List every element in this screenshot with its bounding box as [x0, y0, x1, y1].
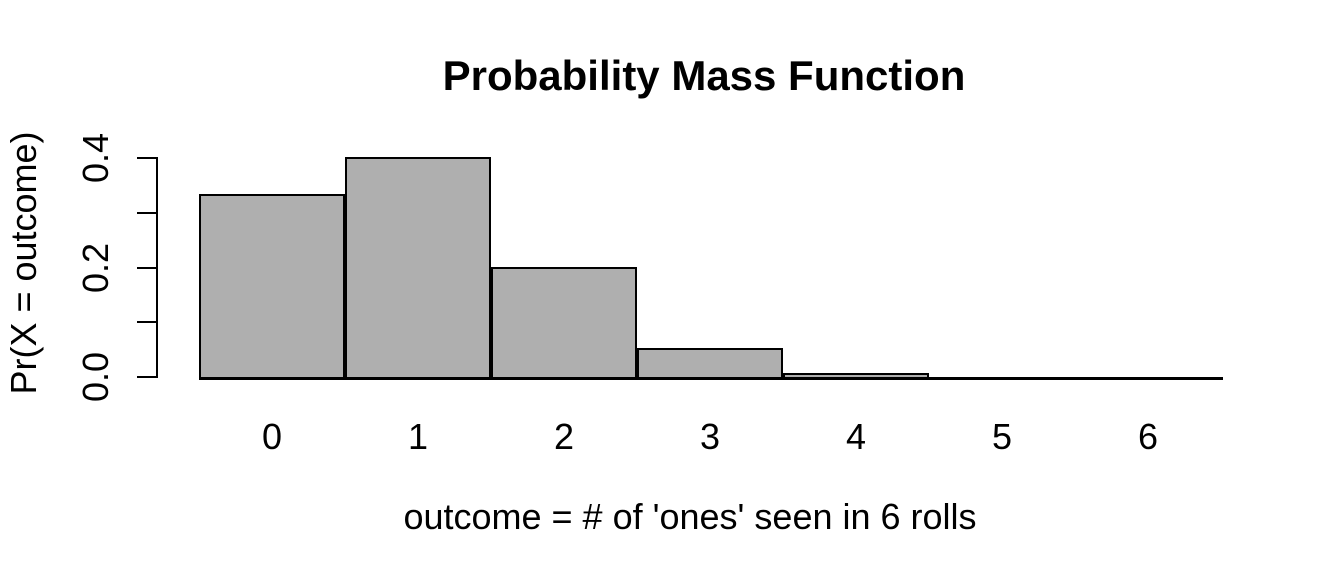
x-axis-label: outcome = # of 'ones' seen in 6 rolls [403, 496, 977, 537]
x-tick-label: 6 [1137, 416, 1159, 457]
x-tick-label: 0 [261, 416, 283, 457]
y-axis-line [156, 157, 158, 378]
bar-2 [491, 266, 637, 377]
x-tick-label: 4 [845, 416, 867, 457]
y-axis-label: Pr(X = outcome) [3, 131, 44, 395]
y-tick [137, 266, 156, 269]
bar-3 [637, 347, 783, 377]
y-tick [137, 321, 156, 324]
y-tick [137, 376, 156, 378]
y-tick-label: 0.4 [75, 132, 116, 184]
y-tick-label: 0.0 [75, 351, 116, 403]
chart-title: Probability Mass Function [442, 52, 966, 99]
x-tick-label: 5 [991, 416, 1013, 457]
x-tick-label: 3 [699, 416, 721, 457]
bar-0 [199, 193, 345, 377]
x-tick-label: 2 [553, 416, 575, 457]
x-axis-line [199, 377, 1223, 380]
y-tick [137, 157, 156, 159]
bar-1 [345, 156, 491, 377]
bar-4 [783, 372, 929, 377]
y-tick-label: 0.2 [75, 242, 116, 293]
x-tick-label: 1 [407, 416, 429, 457]
y-tick [137, 211, 156, 214]
